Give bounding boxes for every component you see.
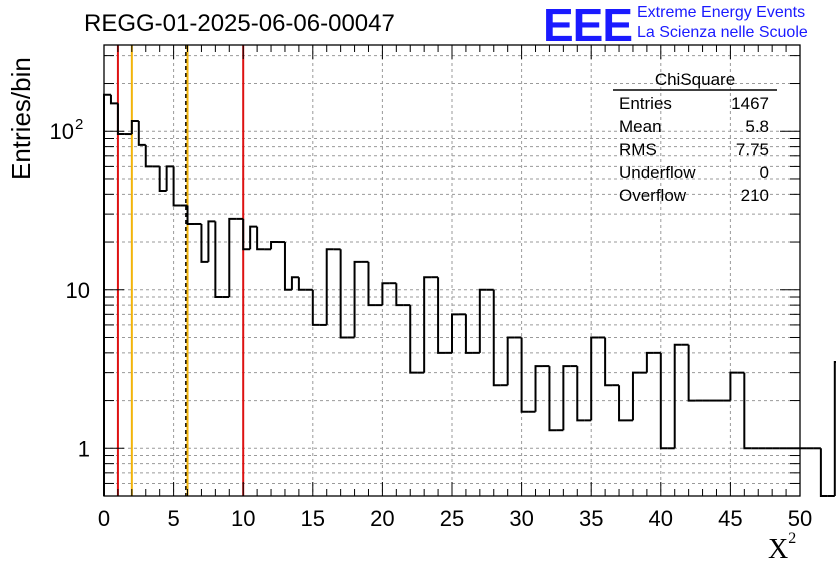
histogram-bin: [207, 220, 216, 262]
histogram-bin: [618, 385, 626, 422]
y-tick-label-exponent: 2: [75, 116, 83, 133]
histogram-bin: [339, 249, 348, 339]
histogram-bin: [576, 366, 585, 422]
histogram-bin: [590, 336, 599, 421]
stats-box: ChiSquare Entries 1467 Mean 5.8 RMS 7.75 Underf…: [613, 70, 777, 205]
y-tick-label: 10: [66, 278, 90, 303]
stats-value: 0: [760, 163, 769, 182]
histogram-bin: [256, 226, 265, 251]
x-tick-label: 30: [509, 506, 533, 531]
x-tick-label: 40: [649, 506, 673, 531]
stats-value: 210: [741, 186, 769, 205]
stats-title: ChiSquare: [655, 70, 735, 89]
x-tick-label: 45: [718, 506, 742, 531]
histogram-bin: [172, 166, 181, 207]
histogram-bin: [423, 276, 432, 373]
histogram-bin: [534, 365, 543, 412]
stats-label: Entries: [619, 94, 672, 113]
x-tick-label: 20: [370, 506, 394, 531]
histogram-bin: [659, 352, 668, 450]
x-tick-label: 25: [440, 506, 464, 531]
histogram-bin: [645, 351, 654, 373]
histogram-bin: [395, 283, 404, 307]
histogram-bin: [464, 314, 473, 354]
chart-title: REGG-01-2025-06-06-00047: [84, 10, 395, 37]
x-tick-label: 15: [301, 506, 325, 531]
x-tick-label: 0: [98, 506, 110, 531]
histogram-bin: [200, 223, 209, 263]
vertical-markers: [116, 45, 245, 496]
histogram-bin: [520, 337, 529, 413]
stats-value: 7.75: [736, 140, 769, 159]
histogram-bin: [270, 241, 278, 250]
x-tick-label: 50: [788, 506, 812, 531]
histogram-bin: [548, 366, 557, 432]
y-tick-label: 10: [50, 119, 74, 144]
histogram-bin: [562, 365, 571, 431]
histogram-bin: [297, 277, 306, 291]
x-axis-title-text: X: [768, 534, 789, 565]
histogram-bin: [214, 221, 223, 299]
histogram-bin: [116, 103, 125, 136]
histogram-bin: [833, 361, 836, 496]
histogram-bin: [492, 289, 501, 387]
histogram-bin: [249, 225, 258, 250]
histogram-bin: [819, 448, 828, 497]
histogram-bin: [242, 218, 251, 251]
histogram-bin: [353, 260, 362, 338]
stats-label: RMS: [619, 140, 657, 159]
stats-label: Overflow: [619, 186, 687, 205]
x-axis-title: X2: [768, 530, 796, 566]
histogram-bin: [103, 93, 111, 496]
stats-value: 5.8: [745, 117, 769, 136]
logo-line-2: La Scienza nelle Scuole: [637, 24, 808, 41]
x-tick-label: 5: [167, 506, 179, 531]
histogram-bin: [158, 166, 167, 192]
histogram-bin: [631, 371, 640, 421]
x-tick-label: 35: [579, 506, 603, 531]
histogram-bin: [604, 337, 613, 387]
histogram-bin: [186, 205, 195, 225]
histogram-bin: [290, 276, 299, 290]
axis-ticks: [103, 45, 801, 497]
histogram-bin: [381, 282, 390, 306]
histogram-bin: [743, 372, 752, 450]
x-axis-title-superscript: 2: [788, 530, 797, 547]
histogram-bin: [228, 217, 237, 298]
histogram-bin: [687, 344, 696, 402]
stats-label: Underflow: [619, 163, 696, 182]
stats-label: Mean: [619, 117, 662, 136]
histogram-bin: [109, 94, 118, 105]
histogram-bin: [144, 144, 153, 168]
histogram-bin: [437, 277, 446, 354]
histogram-bars: [103, 93, 836, 497]
logo-line-1: Extreme Energy Events: [637, 4, 806, 21]
histogram-bin: [283, 242, 292, 291]
histogram-bin: [478, 288, 487, 353]
histogram-bin: [137, 121, 146, 146]
histogram-bin: [409, 305, 418, 374]
histogram-bin: [367, 261, 376, 307]
x-tick-label: 10: [231, 506, 255, 531]
histogram-bin: [130, 120, 139, 135]
y-tick-label: 1: [78, 436, 90, 461]
histogram-bin: [311, 289, 320, 326]
histogram-bin: [451, 313, 459, 353]
histogram-bin: [506, 336, 515, 386]
histogram-bin: [165, 165, 174, 191]
grid-lines: [104, 45, 800, 497]
eee-logo: EEE: [543, 0, 633, 51]
histogram-bin: [673, 343, 682, 449]
stats-value: 1467: [731, 94, 769, 113]
histogram-bin: [729, 371, 738, 401]
histogram-bin: [325, 248, 334, 325]
